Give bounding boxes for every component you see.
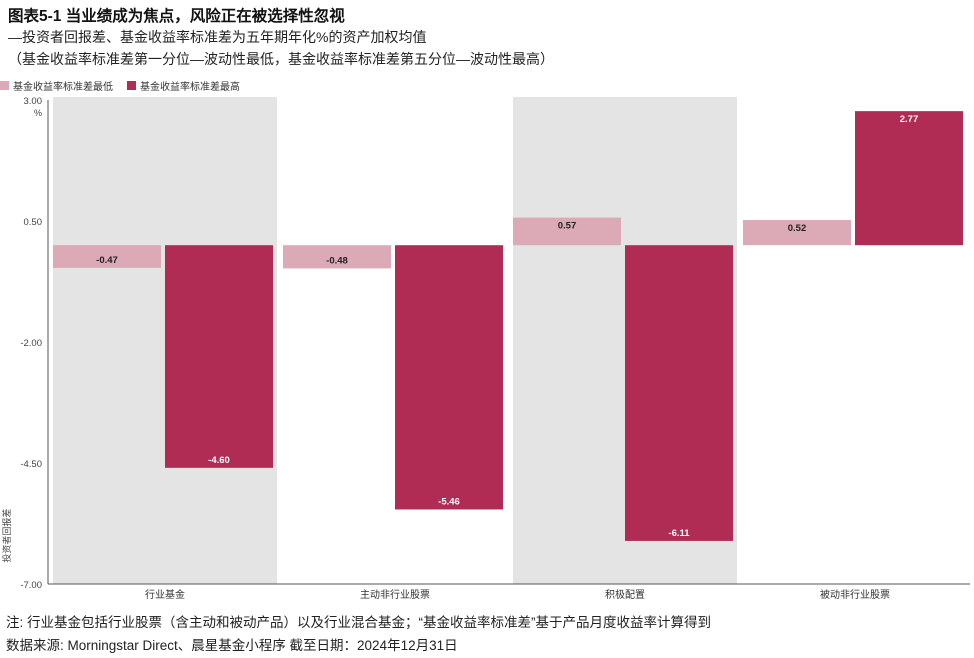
data-label: -0.47 bbox=[96, 255, 118, 266]
bar-lowest-volatility bbox=[53, 245, 161, 268]
data-label: 0.52 bbox=[788, 223, 807, 234]
y-tick-label: -7.00 bbox=[20, 580, 42, 591]
legend-swatch-low bbox=[0, 81, 9, 90]
data-label: -6.11 bbox=[668, 528, 690, 539]
data-label: 0.57 bbox=[558, 221, 577, 232]
bar-highest-volatility bbox=[625, 245, 733, 541]
x-tick-label: 积极配置 bbox=[605, 588, 645, 601]
chart-subtitle: —投资者回报差、基金收益率标准差为五年期年化%的资产加权均值 bbox=[8, 29, 427, 45]
data-source: 数据来源: Morningstar Direct、晨星基金小程序 截至日期：20… bbox=[6, 638, 458, 653]
bar-lowest-volatility bbox=[513, 217, 621, 246]
chart-title: 图表5-1 当业绩成为焦点，风险正在被选择性忽视 bbox=[8, 8, 345, 25]
footnote: 注: 行业基金包括行业股票（含主动和被动产品）以及行业混合基金；“基金收益率标准… bbox=[6, 615, 711, 630]
y-tick-label: -4.50 bbox=[20, 459, 42, 470]
legend-item-high: 基金收益率标准差最高 bbox=[127, 78, 240, 93]
legend-swatch-high bbox=[127, 81, 136, 90]
legend-label-high: 基金收益率标准差最高 bbox=[140, 82, 240, 93]
data-label: -4.60 bbox=[208, 455, 230, 466]
y-unit-label: % bbox=[34, 108, 42, 118]
bar-highest-volatility bbox=[395, 245, 503, 510]
bar-lowest-volatility bbox=[283, 245, 391, 269]
bar-highest-volatility bbox=[165, 245, 273, 468]
y-tick-label: -2.00 bbox=[20, 338, 42, 349]
data-label: -5.46 bbox=[438, 496, 460, 507]
legend-item-low: 基金收益率标准差最低 bbox=[0, 78, 113, 93]
y-tick-label: 3.00 bbox=[24, 96, 43, 107]
y-axis-title: 投资者回报差 bbox=[1, 509, 12, 563]
bar-highest-volatility bbox=[855, 111, 963, 246]
data-label: -0.48 bbox=[326, 255, 348, 266]
x-tick-label: 被动非行业股票 bbox=[820, 588, 890, 601]
legend-label-low: 基金收益率标准差最低 bbox=[13, 82, 113, 93]
y-tick-label: 0.50 bbox=[24, 217, 43, 228]
data-label: 2.77 bbox=[900, 114, 919, 125]
x-tick-label: 主动非行业股票 bbox=[360, 588, 430, 601]
bar-chart: 3.00 0.50 -2.00 -4.50 -7.00% 投资者回报差 -0.47 -4.60… bbox=[1, 96, 970, 601]
bar-lowest-volatility bbox=[743, 220, 851, 246]
chart-subtitle-note: （基金收益率标准差第一分位—波动性最低，基金收益率标准差第五分位—波动性最高） bbox=[8, 51, 554, 67]
chart-legend: 基金收益率标准差最低 基金收益率标准差最高 bbox=[0, 78, 240, 93]
x-tick-label: 行业基金 bbox=[145, 588, 185, 601]
